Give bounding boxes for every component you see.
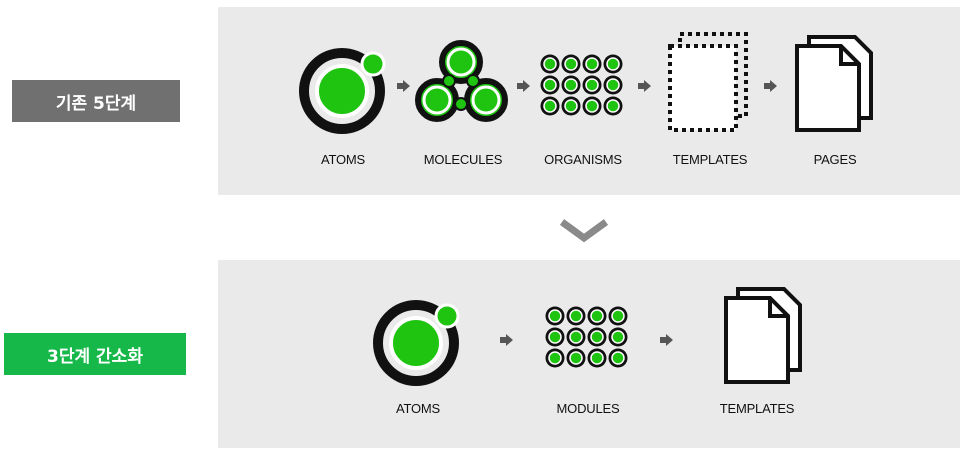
- grid-cell-node: [590, 330, 604, 344]
- stage-label-molecules: MOLECULES: [423, 152, 503, 167]
- arrow-right-icon: [764, 80, 777, 92]
- grid-cell-node: [590, 351, 604, 365]
- simplified-stages-tag: 3단계 간소화: [4, 333, 186, 375]
- grid-cell-node: [569, 309, 583, 323]
- grid-cell-node: [611, 309, 625, 323]
- organism-grid-icon: [545, 306, 628, 368]
- grid-cell-node: [611, 330, 625, 344]
- grid-cell-node: [569, 351, 583, 365]
- grid-cell-node: [611, 351, 625, 365]
- stage-label-templates: TEMPLATES: [672, 152, 748, 167]
- grid-cell-node: [606, 57, 620, 71]
- molecule-icon: [415, 40, 508, 122]
- grid-cell-node: [585, 78, 599, 92]
- stage-label-templates: TEMPLATES: [719, 401, 795, 416]
- grid-cell-node: [548, 330, 562, 344]
- grid-cell-node: [543, 99, 557, 113]
- stage-label-atoms: ATOMS: [320, 152, 366, 167]
- pages-icon: [795, 35, 873, 132]
- pages-icon: [724, 287, 802, 384]
- chevron-down-icon: [559, 219, 609, 242]
- stage-label-modules: MODULES: [556, 401, 620, 416]
- arrow-right-icon: [660, 334, 673, 346]
- grid-cell-node: [564, 99, 578, 113]
- grid-cell-node: [606, 99, 620, 113]
- grid-cell-node: [543, 57, 557, 71]
- stage-label-organisms: ORGANISMS: [544, 152, 622, 167]
- grid-cell-node: [548, 309, 562, 323]
- grid-cell-node: [548, 351, 562, 365]
- grid-cell-node: [564, 57, 578, 71]
- grid-cell-node: [590, 309, 604, 323]
- grid-cell-node: [564, 78, 578, 92]
- arrow-right-icon: [397, 80, 410, 92]
- stage-label-pages: PAGES: [813, 152, 857, 167]
- original-stages-tag: 기존 5단계: [12, 80, 180, 122]
- arrow-right-icon: [500, 334, 513, 346]
- grid-cell-node: [585, 57, 599, 71]
- template-dotted-icon: [668, 32, 748, 132]
- grid-cell-node: [585, 99, 599, 113]
- grid-cell-node: [569, 330, 583, 344]
- atom-icon: [299, 48, 386, 134]
- arrow-right-icon: [638, 80, 651, 92]
- organism-grid-icon: [540, 54, 623, 116]
- arrow-right-icon: [517, 80, 530, 92]
- grid-cell-node: [606, 78, 620, 92]
- stage-label-atoms: ATOMS: [395, 401, 441, 416]
- grid-cell-node: [543, 78, 557, 92]
- atom-icon: [373, 300, 460, 386]
